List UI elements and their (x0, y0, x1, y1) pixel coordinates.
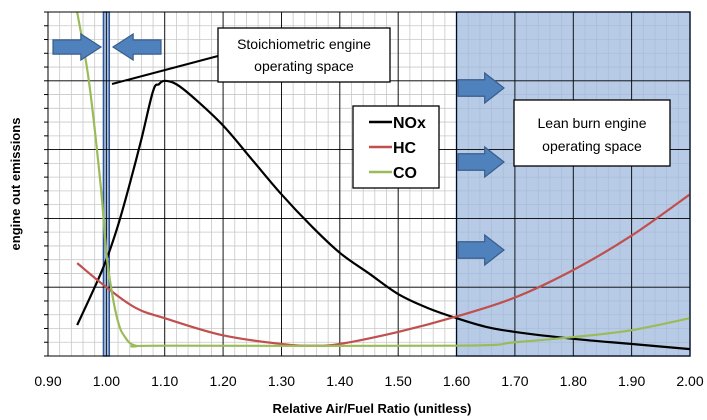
legend-label-co: CO (393, 165, 417, 182)
data-series (76, 11, 691, 351)
arrow-right-icon (52, 32, 103, 62)
arrow-left-icon (111, 32, 162, 62)
lean-annotation: Lean burn engine operating space (513, 99, 671, 167)
legend-box (352, 105, 440, 189)
x-tick-label: 1.30 (268, 373, 295, 389)
arrow-right-icon (457, 233, 505, 267)
lean-label-box (513, 99, 671, 167)
x-tick-label: 1.40 (326, 373, 353, 389)
x-tick-label: 1.00 (93, 373, 120, 389)
x-tick-label: 1.50 (385, 373, 412, 389)
lean-label-line1: Lean burn engine (538, 115, 647, 131)
x-tick-label: 1.60 (443, 373, 470, 389)
stoich-annotation: Stoichiometric engine operating space (111, 27, 391, 85)
nox-line (76, 79, 691, 351)
x-tick-label: 2.00 (676, 373, 703, 389)
x-tick-labels: 0.90 1.00 1.10 1.20 1.30 1.40 1.50 1.60 1.70 1.80… (34, 373, 703, 389)
x-tick-label: 0.90 (34, 373, 61, 389)
legend-label-hc: HC (393, 140, 417, 157)
arrow-right-icon (457, 71, 505, 105)
stoich-label-box (217, 27, 391, 83)
x-axis-title: Relative Air/Fuel Ratio (unitless) (273, 401, 472, 416)
stoich-label-line2: operating space (254, 58, 354, 74)
co-line (76, 11, 691, 348)
x-tick-label: 1.10 (151, 373, 178, 389)
x-tick-label: 1.90 (618, 373, 645, 389)
x-tick-label: 1.20 (209, 373, 236, 389)
plot-area-border (47, 11, 691, 357)
x-tick-label: 1.80 (560, 373, 587, 389)
legend-label-nox: NOx (393, 115, 426, 132)
stoich-leader-line (111, 55, 219, 85)
arrows (52, 32, 505, 267)
y-axis-ticks (44, 11, 48, 357)
x-tick-label: 1.70 (501, 373, 528, 389)
legend: NOx HC CO (352, 105, 440, 189)
lean-label-line2: operating space (542, 138, 642, 154)
stoich-label-line1: Stoichiometric engine (237, 36, 371, 52)
y-axis-title: engine out emissions (8, 118, 23, 251)
arrow-right-icon (457, 145, 505, 179)
